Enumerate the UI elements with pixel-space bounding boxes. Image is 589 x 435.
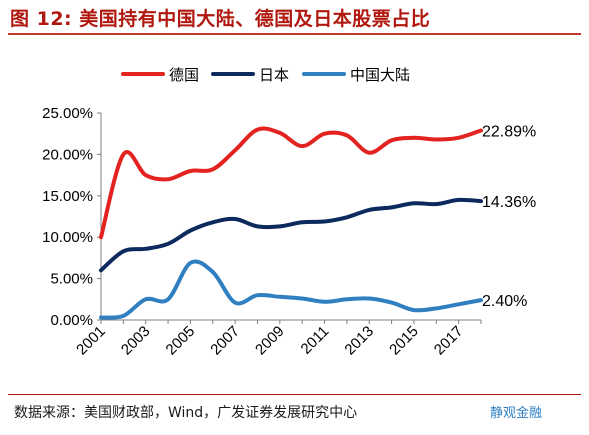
y-tick-label: 0.00% <box>50 312 93 329</box>
page-title: 图 12: 美国持有中国大陆、德国及日本股票占比 <box>10 8 431 30</box>
y-tick-label: 10.00% <box>42 229 93 246</box>
source-divider <box>8 394 581 395</box>
series-line <box>99 126 483 240</box>
legend-label: 德国 <box>169 66 199 84</box>
title-divider <box>8 33 581 35</box>
series-line <box>99 259 483 320</box>
x-tick-label: 2007 <box>207 323 243 359</box>
x-tick-label: 2003 <box>118 323 154 359</box>
chart-axes: 0.00%5.00%10.00%15.00%20.00%25.00%2001 20… <box>42 105 482 359</box>
chart-series <box>99 126 483 320</box>
x-tick-label: 2017 <box>431 323 467 359</box>
series-end-label: 2.40% <box>482 293 527 310</box>
legend-label: 中国大陆 <box>350 67 410 84</box>
series-end-label: 14.36% <box>482 194 536 211</box>
source-note: 数据来源：美国财政部，Wind，广发证券发展研究中心 <box>14 405 358 421</box>
y-tick-label: 20.00% <box>42 146 93 163</box>
x-tick-label: 2015 <box>386 323 422 359</box>
chart-end-labels: 22.89% 14.36% 2.40% <box>482 123 536 310</box>
x-tick-label: 2011 <box>298 323 333 358</box>
chart-legend: 德国 日本 中国大陆 <box>121 66 410 84</box>
y-tick-label: 25.00% <box>42 105 93 122</box>
y-tick-label: 5.00% <box>50 271 93 288</box>
x-tick-label: 2009 <box>252 323 288 359</box>
series-end-label: 22.89% <box>482 123 536 140</box>
watermark-text: 静观金融 <box>490 406 543 421</box>
line-chart: 德国 日本 中国大陆 0.00% 5.00% 10.00% 15.00% 20.00% 25.… <box>42 66 536 359</box>
y-tick-label: 15.00% <box>42 188 93 205</box>
series-line <box>99 197 483 273</box>
legend-label: 日本 <box>259 67 289 84</box>
x-tick-label: 2005 <box>163 323 199 359</box>
x-tick-label: 2013 <box>341 323 377 359</box>
